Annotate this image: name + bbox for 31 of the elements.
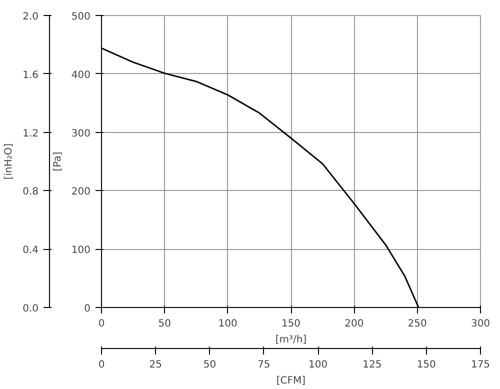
y-tick-label: 300: [71, 128, 91, 140]
x2-tick-label: 125: [362, 360, 382, 370]
y-tick-label: 100: [71, 245, 91, 256]
x-tick-label: 200: [344, 318, 364, 330]
y-axis-title: [Pa]: [52, 152, 64, 172]
x2-tick-label: 150: [416, 360, 436, 370]
x2-tick-label: 50: [203, 360, 216, 370]
y2-tick-label: 0.0: [22, 304, 39, 314]
x-tick-label: 250: [408, 318, 427, 330]
x2-tick-label: 175: [470, 360, 490, 370]
x-axis-title: [m³/h]: [275, 334, 307, 346]
x2-tick-label: 25: [149, 360, 162, 370]
x-tick-label: 150: [281, 318, 301, 330]
x2-tick-label: 100: [308, 360, 328, 370]
y-tick-label: 0: [84, 304, 91, 314]
y-tick-label: 200: [71, 186, 91, 198]
y2-tick-label: 1.6: [22, 70, 39, 81]
y-tick-label: 500: [71, 12, 91, 22]
x2-axis-title: [CFM]: [276, 376, 306, 386]
y2-tick-label: 0.8: [22, 186, 39, 198]
x-tick-label: 100: [218, 318, 238, 330]
y-tick-label: 400: [71, 70, 91, 81]
y2-tick-label: 1.2: [22, 128, 39, 140]
x2-tick-label: 0: [98, 360, 105, 370]
x-tick-label: 50: [158, 318, 172, 330]
x-tick-label: 300: [470, 318, 490, 330]
y2-tick-label: 0.4: [22, 245, 39, 256]
x2-tick-label: 75: [258, 360, 270, 370]
y2-axis-title: [inH₂O]: [4, 143, 15, 180]
x-tick-label: 0: [98, 318, 105, 330]
y2-tick-label: 2.0: [22, 12, 39, 22]
